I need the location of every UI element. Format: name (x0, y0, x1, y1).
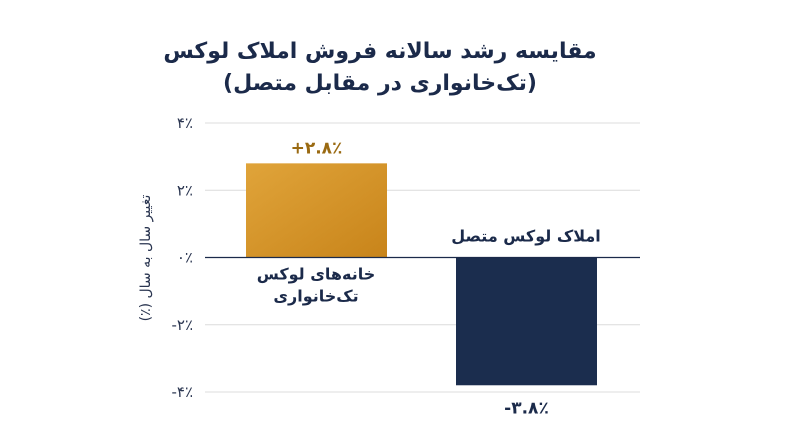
category-label-2: املاک لوکس متصل (451, 227, 601, 246)
bar-2 (456, 257, 597, 386)
y-tick-label: ۰٪ (177, 249, 193, 267)
bars (246, 163, 597, 386)
chart-title-line-2: (تک‌خانواری در مقابل متصل) (223, 71, 537, 96)
data-label-2: -۳.۸٪ (504, 398, 549, 418)
bar-labels: +۲.۸٪ خانه‌های لوکس تک‌خانواری -۳.۸٪ املاک ل… (257, 138, 601, 418)
y-tick-label: ۲٪ (177, 181, 193, 199)
category-label-1: تک‌خانواری (273, 287, 358, 306)
bar-1 (246, 163, 387, 258)
category-label-1: خانه‌های لوکس (257, 265, 376, 284)
y-tick-label: -۲٪ (171, 316, 193, 334)
y-tick-label: -۴٪ (171, 383, 193, 401)
y-tick-label: ۴٪ (177, 114, 193, 132)
y-axis-title: تغییر سال به سال (٪) (138, 194, 154, 321)
chart-title-line-1: مقایسه رشد سالانه فروش املاک لوکس (163, 39, 596, 64)
data-label-1: +۲.۸٪ (291, 138, 343, 158)
y-axis-ticks: ۴٪ ۲٪ ۰٪ -۲٪ -۴٪ (171, 114, 193, 401)
